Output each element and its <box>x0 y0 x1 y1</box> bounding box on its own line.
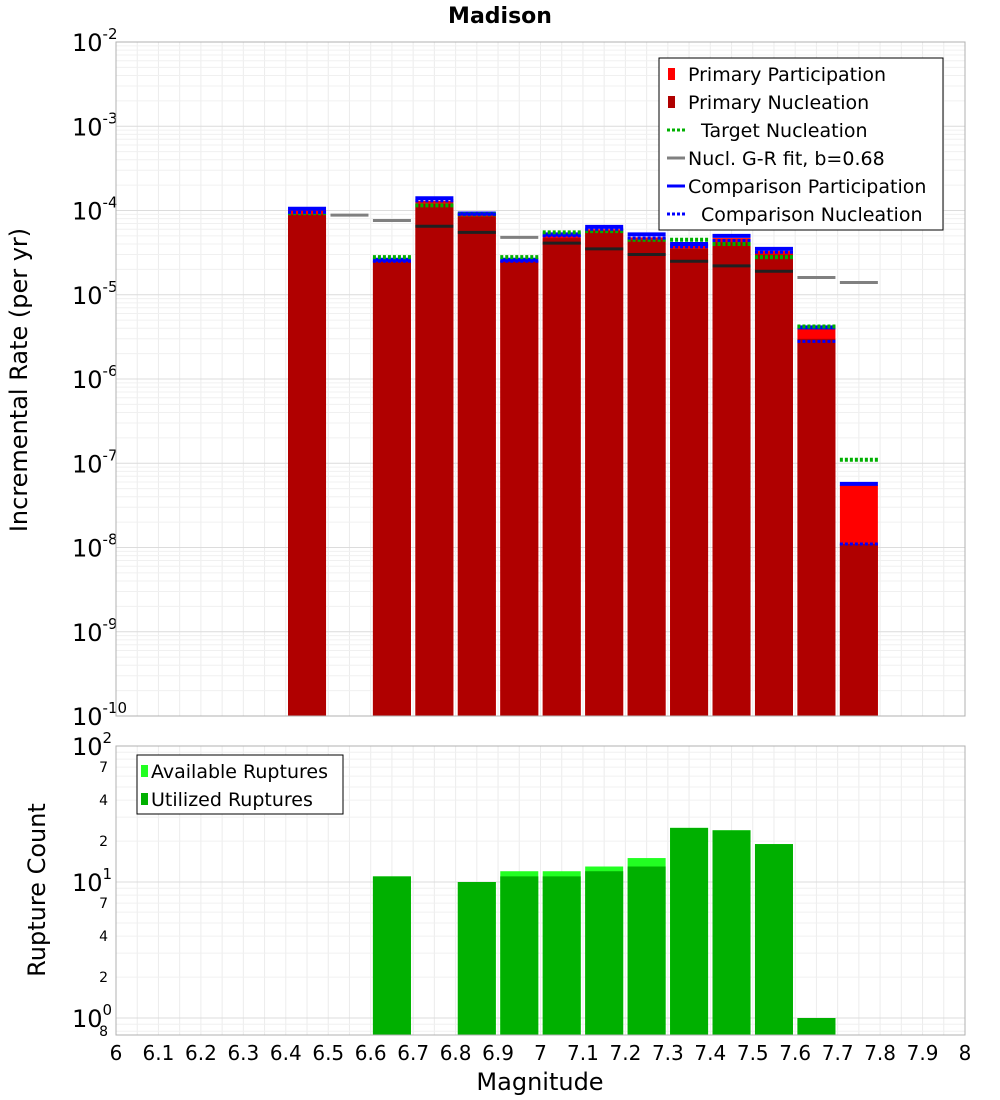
x-tick-label: 7.4 <box>694 1041 726 1065</box>
legend-label: Target Nucleation <box>700 120 868 142</box>
primary-nucleation-bar <box>542 238 581 716</box>
primary-nucleation-bar <box>797 338 836 716</box>
top-plot: 10-2 10-3 10-4 10-5 10-6 10-7 10-8 10-9 10-10 Pri… <box>72 25 966 731</box>
utilized-ruptures-bar <box>457 882 496 1035</box>
top-y-tick-label: 10-3 <box>72 109 118 141</box>
primary-nucleation-bar <box>670 248 709 716</box>
x-tick-label: 6.9 <box>482 1041 514 1065</box>
legend-swatch <box>668 68 675 80</box>
primary-nucleation-bar <box>839 544 878 716</box>
bottom-y-tick-label: 7 <box>99 896 108 912</box>
bottom-y-axis-label: Rupture Count <box>23 803 51 977</box>
x-tick-label: 8 <box>959 1041 972 1065</box>
utilized-ruptures-bar <box>797 1018 836 1035</box>
legend-swatch <box>668 96 675 108</box>
utilized-ruptures-bar <box>670 827 709 1035</box>
legend-label: Primary Nucleation <box>688 92 869 114</box>
utilized-ruptures-bar <box>627 866 666 1035</box>
legend-label: Available Ruptures <box>151 761 328 783</box>
primary-nucleation-bar <box>712 242 751 716</box>
primary-nucleation-bar <box>627 239 666 716</box>
bottom-y-tick-label: 4 <box>99 929 108 945</box>
utilized-ruptures-bar <box>712 830 751 1035</box>
bottom-y-tick-label: 4 <box>99 793 108 809</box>
x-tick-label: 7.9 <box>907 1041 939 1065</box>
top-y-tick-label: 10-2 <box>72 25 118 57</box>
top-y-tick-label: 10-7 <box>72 446 118 478</box>
legend-label: Nucl. G-R fit, b=0.68 <box>688 148 885 170</box>
bottom-y-tick-label: 102 <box>72 729 112 761</box>
bottom-legend-box <box>136 754 344 815</box>
bottom-plot-border <box>115 745 966 1036</box>
top-y-tick-label: 10-8 <box>72 531 118 563</box>
utilized-ruptures-bar <box>754 844 793 1035</box>
x-tick-label: 6.2 <box>185 1041 217 1065</box>
top-y-tick-label: 10-6 <box>72 362 118 394</box>
top-y-tick-label: 10-4 <box>72 194 118 226</box>
x-tick-label: 7.7 <box>822 1041 854 1065</box>
legend-label: Primary Participation <box>688 64 886 86</box>
top-y-axis-label: Incremental Rate (per yr) <box>5 228 33 532</box>
primary-nucleation-bar <box>754 254 793 716</box>
x-tick-label: 7.2 <box>609 1041 641 1065</box>
x-tick-label: 7.6 <box>779 1041 811 1065</box>
legend-swatch <box>141 793 148 805</box>
chart-title: Madison <box>448 4 552 29</box>
top-y-tick-label: 10-9 <box>72 615 118 647</box>
primary-nucleation-bar <box>415 203 454 716</box>
bottom-plot: 8 2 4 7 2 4 7 100 101 102 6 6.1 6.2 6.3 6.4 6.5 6.6 6.7 6.… <box>72 729 971 1065</box>
top-y-tick-label: 10-5 <box>72 278 118 310</box>
x-tick-label: 7.5 <box>737 1041 769 1065</box>
x-tick-label: 7.8 <box>864 1041 896 1065</box>
bottom-y-tick-label: 8 <box>99 1024 108 1040</box>
x-tick-label: 6.7 <box>397 1041 429 1065</box>
primary-nucleation-bar <box>500 261 539 716</box>
utilized-ruptures-bar <box>500 876 539 1035</box>
legend-label: Comparison Nucleation <box>701 204 923 226</box>
bottom-y-tick-label: 101 <box>72 865 112 897</box>
x-tick-label: 6.5 <box>312 1041 344 1065</box>
bottom-y-tick-label: 2 <box>99 834 108 850</box>
x-axis-label: Magnitude <box>476 1068 603 1096</box>
x-tick-label: 7 <box>534 1041 547 1065</box>
primary-nucleation-bar <box>288 214 327 716</box>
x-tick-label: 6.6 <box>355 1041 387 1065</box>
x-tick-label: 6.3 <box>227 1041 259 1065</box>
x-tick-label: 6.8 <box>440 1041 472 1065</box>
primary-nucleation-bar <box>457 216 496 716</box>
top-plot-border <box>115 41 966 717</box>
x-tick-label: 7.3 <box>652 1041 684 1065</box>
x-tick-label: 6.4 <box>270 1041 302 1065</box>
legend-swatch <box>141 765 148 777</box>
primary-nucleation-bar <box>372 261 411 716</box>
legend-label: Comparison Participation <box>688 176 926 198</box>
utilized-ruptures-bar <box>542 876 581 1035</box>
utilized-ruptures-bar <box>585 871 624 1035</box>
bottom-y-tick-label: 100 <box>72 1001 112 1033</box>
bottom-y-tick-label: 2 <box>99 970 108 986</box>
legend-label: Utilized Ruptures <box>151 789 313 811</box>
utilized-ruptures-bar <box>372 876 411 1035</box>
primary-nucleation-bar <box>585 231 624 716</box>
x-tick-label: 6.1 <box>143 1041 175 1065</box>
top-y-tick-label: 10-10 <box>72 699 127 731</box>
x-tick-label: 7.1 <box>567 1041 599 1065</box>
x-tick-label: 6 <box>110 1041 123 1065</box>
bottom-y-tick-label: 7 <box>99 760 108 776</box>
top-legend-box <box>658 57 944 231</box>
